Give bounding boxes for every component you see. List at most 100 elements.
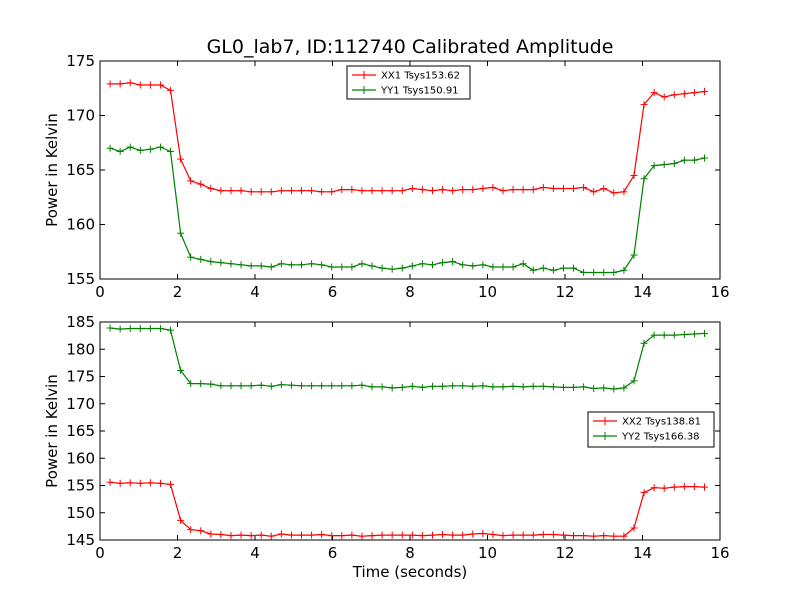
data-point xyxy=(146,81,154,89)
data-point xyxy=(187,177,195,185)
data-point xyxy=(126,79,134,87)
data-point xyxy=(499,383,507,391)
data-point xyxy=(670,91,678,99)
data-point xyxy=(287,381,295,389)
data-point xyxy=(106,478,114,486)
data-point xyxy=(388,384,396,392)
data-point xyxy=(378,187,386,195)
data-point xyxy=(670,483,678,491)
data-point xyxy=(287,261,295,269)
data-point xyxy=(308,382,316,390)
data-point xyxy=(600,268,608,276)
y-tick-label: 185 xyxy=(66,313,95,331)
data-point xyxy=(570,532,578,540)
data-point xyxy=(298,261,305,269)
data-point xyxy=(428,261,436,269)
data-point xyxy=(328,263,336,271)
data-point xyxy=(207,185,215,193)
data-point xyxy=(489,263,497,271)
data-point xyxy=(318,531,326,539)
data-point xyxy=(156,325,164,333)
data-point xyxy=(338,263,346,271)
data-point xyxy=(499,263,507,271)
data-point xyxy=(660,93,668,101)
data-point xyxy=(580,532,588,540)
data-point xyxy=(267,263,275,271)
data-point xyxy=(469,186,477,194)
y-tick-label: 170 xyxy=(66,107,95,125)
data-point xyxy=(539,264,547,272)
data-point xyxy=(177,516,185,524)
data-point xyxy=(509,531,517,539)
data-point xyxy=(247,382,255,390)
data-point xyxy=(308,260,316,268)
data-point xyxy=(358,260,366,268)
data-point xyxy=(106,80,114,88)
data-point xyxy=(257,381,265,389)
data-point xyxy=(701,483,708,491)
data-point xyxy=(690,89,698,97)
x-tick-label: 0 xyxy=(95,544,105,562)
data-point xyxy=(539,531,547,539)
data-point xyxy=(328,188,336,196)
y-tick-label: 155 xyxy=(66,270,95,288)
x-tick-label: 12 xyxy=(555,283,574,301)
data-point xyxy=(298,531,305,539)
data-point xyxy=(358,381,366,389)
data-point xyxy=(338,186,346,194)
data-point xyxy=(680,331,688,339)
y-tick-label: 170 xyxy=(66,395,95,413)
data-point xyxy=(298,382,305,390)
data-point xyxy=(459,382,467,390)
data-point xyxy=(378,531,386,539)
data-point xyxy=(479,261,487,269)
data-point xyxy=(408,382,416,390)
data-point xyxy=(439,382,447,390)
data-point xyxy=(428,531,436,539)
data-point xyxy=(449,382,457,390)
data-point xyxy=(580,183,588,191)
data-point xyxy=(549,531,557,539)
x-tick-label: 0 xyxy=(95,283,105,301)
data-point xyxy=(126,325,134,333)
data-point xyxy=(428,187,436,195)
data-point xyxy=(308,531,316,539)
data-point xyxy=(428,382,436,390)
data-point xyxy=(287,187,295,195)
data-point xyxy=(660,484,668,492)
data-point xyxy=(257,531,265,539)
data-point xyxy=(559,264,567,272)
data-point xyxy=(549,266,557,274)
data-point xyxy=(529,266,537,274)
data-point xyxy=(388,531,396,539)
data-point xyxy=(116,80,124,88)
data-point xyxy=(418,383,426,391)
data-point xyxy=(187,526,195,534)
data-point xyxy=(167,86,175,94)
data-point xyxy=(177,229,185,237)
data-point xyxy=(630,251,638,259)
data-point xyxy=(318,382,326,390)
data-point xyxy=(167,147,175,155)
data-point xyxy=(368,532,376,540)
data-point xyxy=(509,382,517,390)
data-point xyxy=(469,262,477,270)
data-point xyxy=(247,262,255,270)
data-point xyxy=(207,258,215,266)
data-point xyxy=(398,264,406,272)
data-point xyxy=(570,264,578,272)
x-tick-label: 2 xyxy=(173,283,183,301)
data-point xyxy=(398,531,406,539)
x-tick-label: 6 xyxy=(328,544,338,562)
legend-entry: XX1 Tsys153.62 xyxy=(352,71,460,82)
data-point xyxy=(489,383,497,391)
data-point xyxy=(459,531,467,539)
data-point xyxy=(368,187,376,195)
x-tick-label: 16 xyxy=(710,283,729,301)
data-point xyxy=(217,531,225,539)
data-point xyxy=(247,188,255,196)
data-point xyxy=(650,484,658,492)
data-point xyxy=(146,145,154,153)
y-axis-label: Power in Kelvin xyxy=(43,113,61,227)
data-point xyxy=(690,483,698,491)
